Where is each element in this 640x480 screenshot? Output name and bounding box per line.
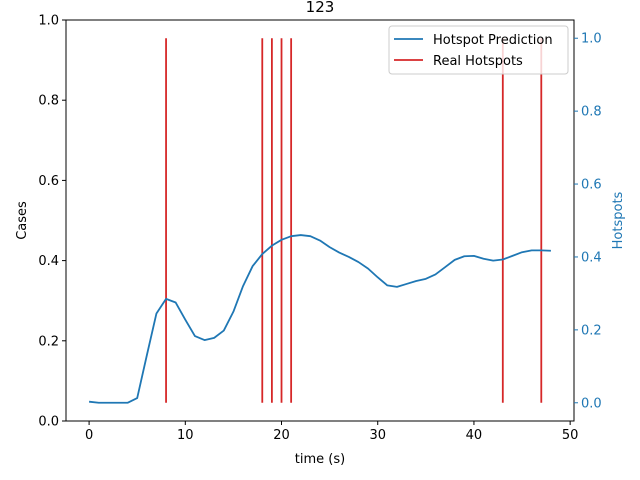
x-tick-label: 10	[177, 428, 194, 443]
y-tick-label: 0.4	[38, 254, 59, 269]
x-axis-label: time (s)	[295, 452, 345, 467]
y2-tick-label: 0.6	[581, 178, 602, 193]
y-tick-label: 0.0	[38, 415, 59, 430]
plot-frame	[65, 19, 575, 422]
y2-tick-label: 0.0	[581, 396, 602, 411]
legend-box	[388, 25, 569, 75]
y2-axis-label: Hotspots	[611, 191, 626, 249]
chart-title: 123	[306, 0, 335, 16]
x-axis: 0 10 20 30 40 50	[85, 421, 578, 443]
x-tick-label: 0	[85, 428, 93, 443]
y-tick-label: 0.2	[38, 334, 59, 349]
y-axis-label: Cases	[15, 201, 30, 240]
y-axis-right: 0.0 0.2 0.4 0.6 0.8 1.0	[574, 32, 602, 411]
series-layer	[88, 38, 551, 404]
y-tick-label: 1.0	[38, 14, 59, 29]
y2-tick-label: 0.8	[581, 105, 602, 120]
y-tick-label: 0.8	[38, 94, 59, 109]
y2-tick-label: 0.4	[581, 250, 602, 265]
y2-tick-label: 0.2	[581, 323, 602, 338]
x-tick-label: 40	[466, 428, 483, 443]
x-tick-label: 30	[369, 428, 386, 443]
y-tick-label: 0.6	[38, 174, 59, 189]
x-tick-label: 50	[562, 428, 579, 443]
legend: Hotspot Prediction Real Hotspots	[388, 25, 569, 75]
legend-label-prediction: Hotspot Prediction	[433, 33, 553, 48]
legend-label-real: Real Hotspots	[433, 54, 523, 69]
y2-tick-label: 1.0	[581, 32, 602, 47]
y-axis-left: 0.0 0.2 0.4 0.6 0.8 1.0	[38, 14, 66, 430]
x-tick-label: 20	[273, 428, 290, 443]
hotspot-prediction-line	[88, 234, 551, 404]
